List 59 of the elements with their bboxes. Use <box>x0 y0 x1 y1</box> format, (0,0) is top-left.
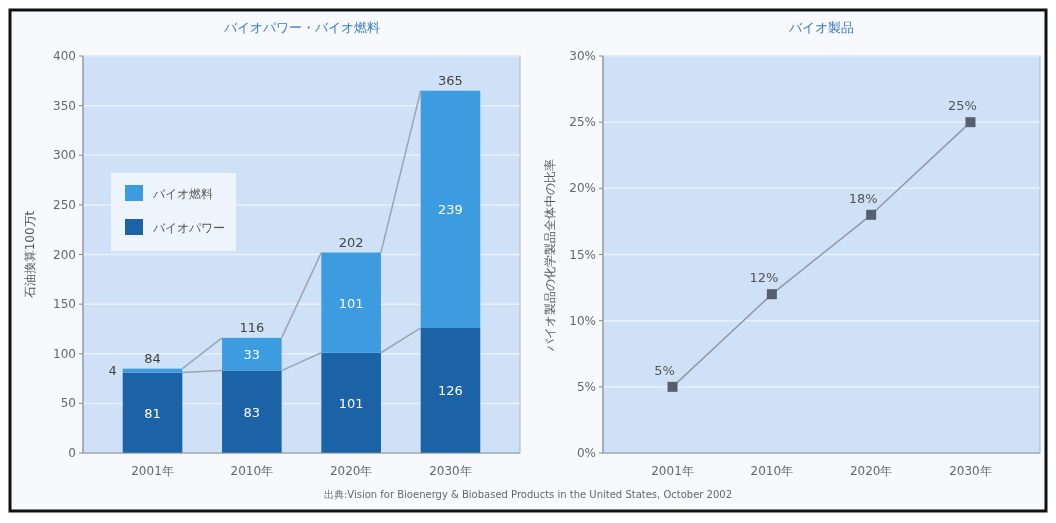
y-tick-label: 0% <box>576 446 596 460</box>
bar <box>222 337 282 371</box>
data-label: 101 <box>338 395 364 411</box>
data-label: 12% <box>749 270 779 286</box>
y-axis-title: バイオ製品の化学製品全体中の比率 <box>543 158 557 352</box>
data-label: 18% <box>848 190 878 206</box>
point <box>667 381 678 392</box>
x-tick-label: 2001年 <box>131 464 174 478</box>
y-tick-label: 5% <box>576 379 596 394</box>
x-tick-label: 2030年 <box>429 464 472 478</box>
x-tick-label: 2020年 <box>849 464 893 478</box>
source-note: 出典:Vision for Bioenergy & Biobased Products in the United States, October 2002 <box>323 489 733 500</box>
x-tick-label: 2030年 <box>949 464 992 478</box>
bar <box>222 370 282 453</box>
total-label: 84 <box>144 350 161 366</box>
y-tick-label: 30% <box>569 49 596 63</box>
y-axis-title: 石油換算100万t <box>23 210 37 299</box>
y-tick-label: 350 <box>53 98 76 113</box>
point <box>866 209 877 220</box>
bar <box>321 352 381 453</box>
total-label: 365 <box>438 72 463 88</box>
y-tick-label: 50 <box>60 396 76 411</box>
x-tick-label: 2010年 <box>750 464 794 478</box>
point <box>965 117 976 128</box>
data-label: 81 <box>144 405 161 421</box>
bar <box>122 372 183 453</box>
bar <box>122 368 183 373</box>
total-label: 116 <box>239 319 265 335</box>
chart-title: バイオ製品 <box>788 20 854 35</box>
data-label: 126 <box>438 383 463 399</box>
data-label: 4 <box>108 362 117 378</box>
data-label: 239 <box>438 202 463 218</box>
data-label: 33 <box>243 347 261 363</box>
y-tick-label: 25% <box>569 115 596 130</box>
data-label: 101 <box>338 295 364 311</box>
y-tick-label: 20% <box>569 181 596 196</box>
y-tick-label: 300 <box>53 148 76 163</box>
x-tick-label: 2001年 <box>651 464 694 478</box>
data-label: 25% <box>948 98 977 114</box>
legend-label: バイオ燃料 <box>152 187 213 201</box>
total-label: 202 <box>338 234 364 250</box>
x-tick-label: 2020年 <box>329 464 373 478</box>
y-tick-label: 0 <box>68 446 76 460</box>
x-tick-label: 2010年 <box>230 464 274 478</box>
y-tick-label: 400 <box>53 49 76 63</box>
y-tick-label: 100 <box>53 346 76 361</box>
data-label: 5% <box>654 362 675 378</box>
bar <box>420 327 481 453</box>
y-tick-label: 10% <box>569 313 596 328</box>
y-tick-label: 250 <box>53 197 76 212</box>
chart-title: バイオパワー・バイオ燃料 <box>222 20 380 35</box>
legend-label: バイオパワー <box>152 221 225 235</box>
bar <box>321 252 381 353</box>
y-tick-label: 15% <box>569 247 596 262</box>
bar <box>420 90 481 328</box>
y-tick-label: 150 <box>53 297 76 312</box>
data-label: 83 <box>243 404 261 420</box>
point <box>766 289 777 300</box>
y-tick-label: 200 <box>53 247 76 262</box>
